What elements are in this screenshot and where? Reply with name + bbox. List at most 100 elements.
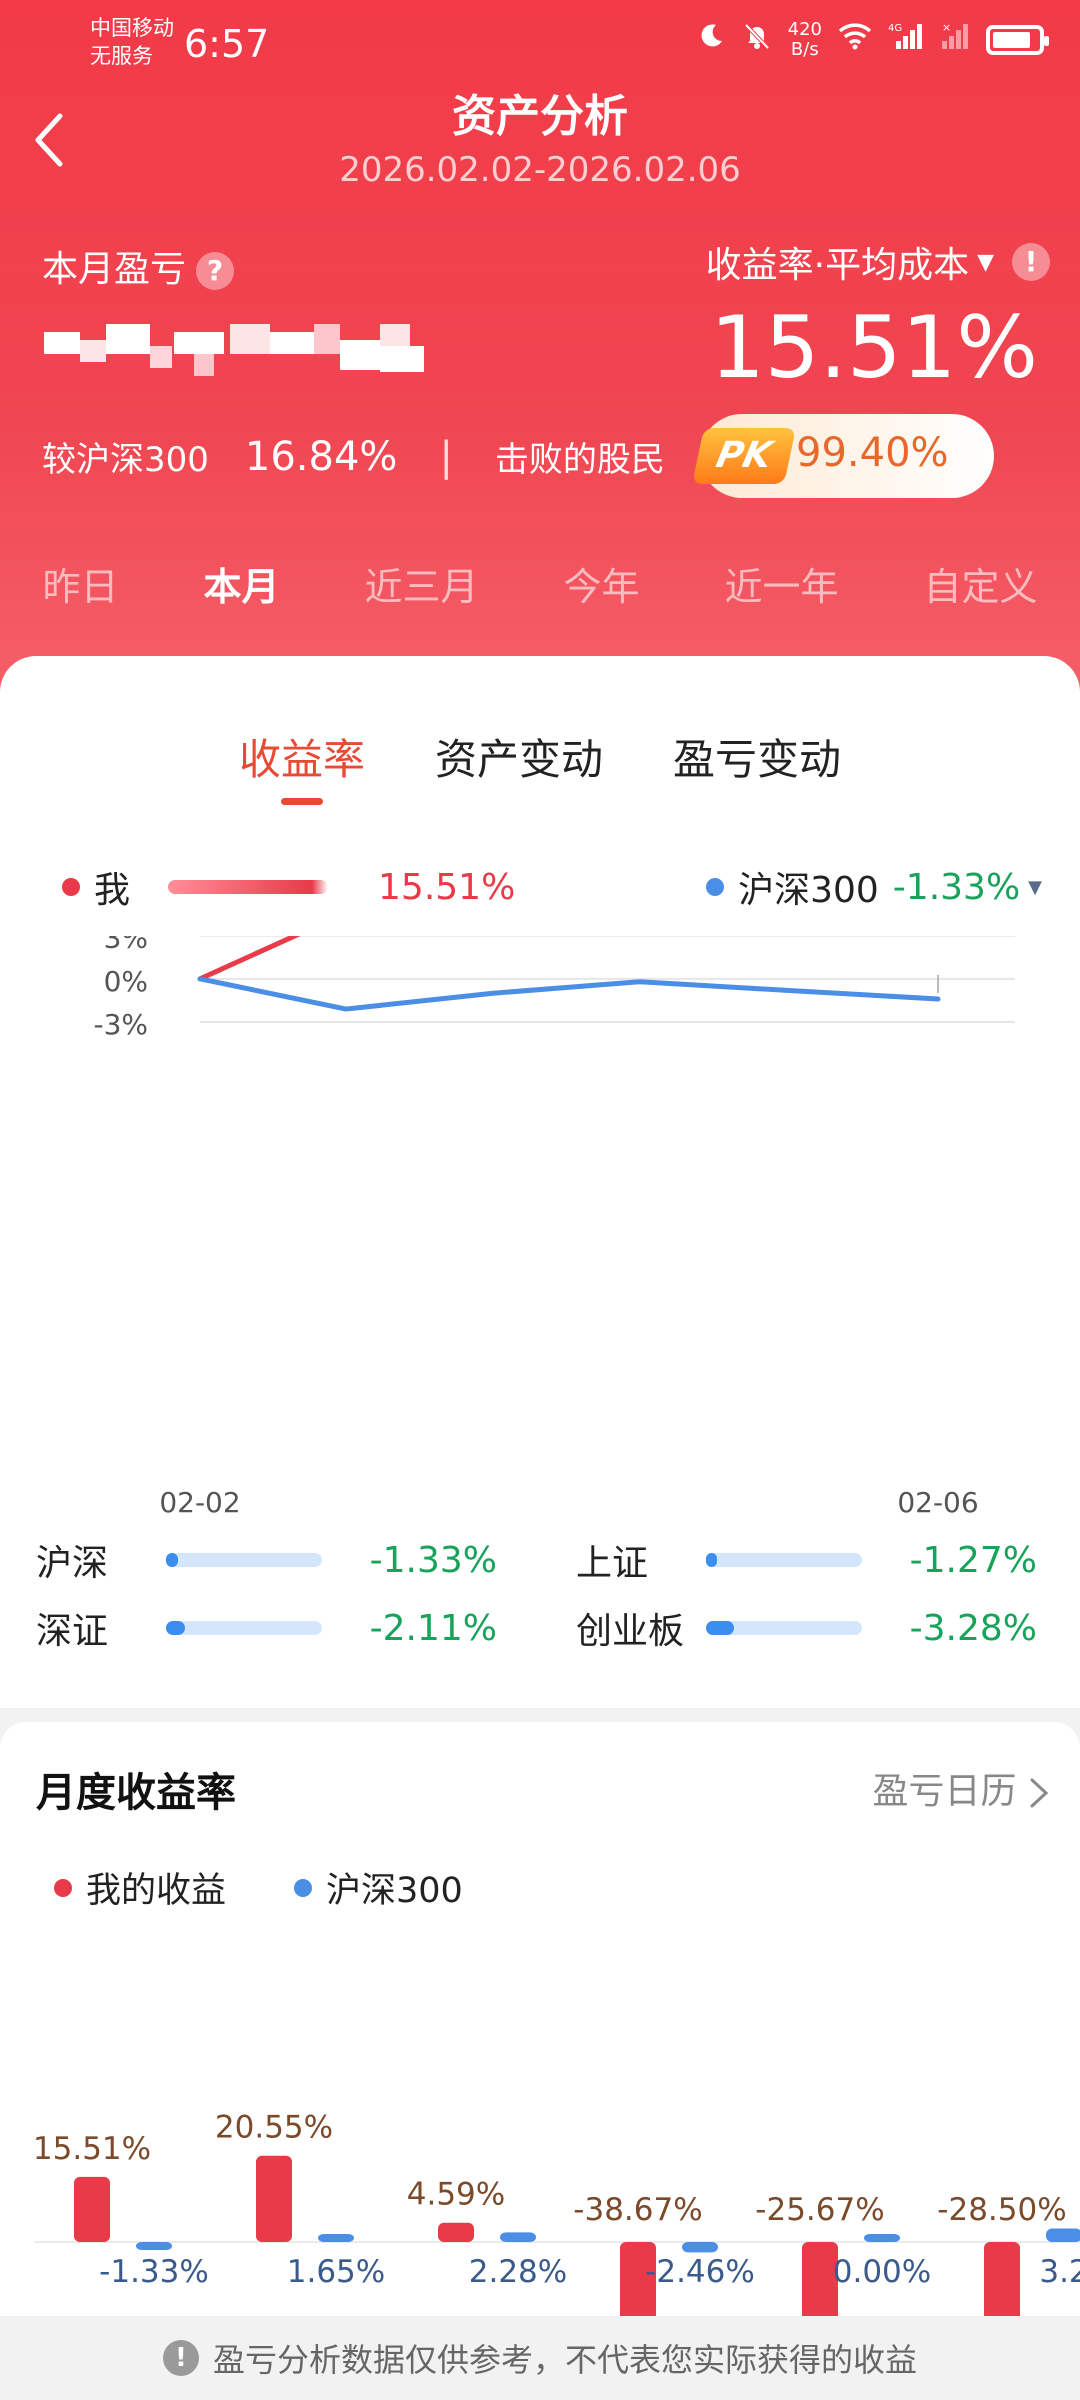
- pk-rank-pill[interactable]: PK 99.40%: [692, 414, 994, 498]
- moon-icon: [696, 21, 726, 59]
- pk-badge-icon: PK: [692, 428, 796, 484]
- tab-asset-change[interactable]: 资产变动: [434, 735, 603, 784]
- index-value: -1.27%: [909, 1539, 1037, 1581]
- index-comparison: 沪深 -1.33% 上证 -1.27% 深证 -2.11% 创业板 -3.28%: [36, 1534, 1046, 1684]
- x-tick-label: 02-02: [159, 1486, 240, 1519]
- caret-down-icon: ▼: [977, 249, 994, 275]
- net-speed-unit: B/s: [790, 39, 819, 60]
- pl-calendar-label: 盈亏日历: [872, 1771, 1017, 1812]
- alert-icon[interactable]: !: [1012, 243, 1050, 281]
- bar-benchmark: [1046, 2228, 1080, 2242]
- wifi-icon: [838, 22, 872, 58]
- x-tick-label: 02-06: [897, 1486, 978, 1519]
- help-icon[interactable]: ?: [196, 252, 235, 290]
- legend-dot-me: [62, 878, 80, 896]
- index-item: 深证 -2.11%: [36, 1602, 497, 1654]
- legend-benchmark-value: -1.33%: [892, 866, 1021, 908]
- index-value: -1.33%: [369, 1539, 497, 1581]
- index-bar-fill: [706, 1621, 735, 1635]
- tab-yesterday[interactable]: 昨日: [42, 565, 119, 609]
- monthly-title: 月度收益率: [36, 1770, 236, 1816]
- disclaimer-bar: ! 盈亏分析数据仅供参考，不代表您实际获得的收益: [0, 2316, 1080, 2400]
- monthly-return-card: 15.51% -1.33% 20.55% 1.65% 4.59% 2.28% -38.67%…: [0, 1722, 1080, 2322]
- compare-label: 较沪深300: [42, 440, 209, 480]
- month-pl-label: 本月盈亏: [42, 249, 187, 290]
- status-time: 6:57: [184, 22, 270, 66]
- index-name: 上证: [576, 1543, 649, 1584]
- tab-one-year[interactable]: 近一年: [724, 565, 839, 609]
- tab-custom[interactable]: 自定义: [923, 565, 1038, 609]
- y-tick-label: -3%: [93, 1008, 148, 1041]
- legend-dot-my-return: [54, 1878, 72, 1897]
- status-bar: 中国移动 无服务 6:57 420 B/s 4G ×: [0, 8, 1080, 78]
- beat-label: 击败的股民: [494, 440, 665, 480]
- legend-benchmark-label: 沪深300: [738, 870, 879, 911]
- legend-dot-benchmark: [706, 878, 725, 896]
- bar-benchmark: [318, 2234, 354, 2242]
- legend-me: 我 15.51%: [62, 861, 515, 913]
- bar-label-my-return: 20.55%: [215, 2110, 333, 2146]
- rate-cost-label: 收益率·平均成本: [705, 245, 970, 286]
- return-chart-card: 收益率 资产变动 盈亏变动 我 15.51% 沪深300 -1.33% ▼ 18…: [0, 656, 1080, 1708]
- index-name: 沪深: [36, 1543, 109, 1584]
- triangle-down-icon: ▼: [1028, 876, 1042, 898]
- monthly-legend: 我的收益 沪深300: [54, 1862, 463, 1913]
- monthly-bar-chart[interactable]: 15.51% -1.33% 20.55% 1.65% 4.59% 2.28%-38.67%…: [0, 1722, 1080, 2322]
- net-speed: 420 B/s: [788, 20, 822, 60]
- legend-benchmark[interactable]: 沪深300 -1.33% ▼: [706, 861, 1042, 913]
- legend-my-return: 我的收益: [86, 1871, 227, 1911]
- bar-benchmark: [682, 2242, 718, 2253]
- bar-label-my-return: -28.50%: [937, 2192, 1066, 2228]
- index-value: -3.28%: [909, 1607, 1037, 1649]
- index-bar-fill: [166, 1621, 185, 1635]
- pl-calendar-link[interactable]: 盈亏日历: [873, 1762, 1050, 1814]
- carrier-name: 中国移动: [90, 16, 174, 40]
- back-button[interactable]: [30, 110, 70, 170]
- status-icons: 420 B/s 4G ×: [696, 20, 1049, 60]
- tab-this-year[interactable]: 今年: [563, 565, 640, 609]
- index-item: 沪深 -1.33%: [36, 1534, 497, 1586]
- bar-my-return: [802, 2242, 838, 2322]
- bar-my-return: [984, 2242, 1020, 2322]
- bar-my-return: [256, 2155, 292, 2242]
- bar-benchmark: [500, 2232, 536, 2242]
- bar-label-benchmark: 1.65%: [287, 2254, 385, 2290]
- y-tick-label: 0%: [104, 965, 148, 998]
- month-pl-label-group: 本月盈亏?: [42, 240, 235, 292]
- net-speed-value: 420: [787, 19, 822, 40]
- bar-benchmark: [864, 2234, 900, 2242]
- bar-benchmark: [136, 2242, 172, 2250]
- legend-me-label: 我: [94, 870, 131, 911]
- bar-my-return: [74, 2176, 110, 2242]
- chevron-left-icon: [35, 113, 63, 167]
- tab-this-month[interactable]: 本月: [203, 565, 280, 609]
- bar-label-benchmark: 0.00%: [833, 2254, 931, 2290]
- tab-pl-change[interactable]: 盈亏变动: [673, 735, 842, 784]
- bar-label-benchmark: -1.33%: [99, 2254, 209, 2290]
- disclaimer-text: 盈亏分析数据仅供参考，不代表您实际获得的收益: [212, 2341, 917, 2379]
- svg-text:×: ×: [942, 21, 951, 34]
- svg-text:4G: 4G: [888, 23, 902, 34]
- bar-label-benchmark: 3.2: [1039, 2254, 1080, 2290]
- carrier-info: 中国移动 无服务: [90, 14, 174, 70]
- index-item: 上证 -1.27%: [576, 1534, 1037, 1586]
- rate-cost-selector[interactable]: 收益率·平均成本 ▼ !: [706, 236, 1050, 288]
- bar-my-return: [620, 2242, 656, 2322]
- bar-label-my-return: -38.67%: [573, 2192, 702, 2228]
- legend-me-bar: [168, 880, 329, 894]
- date-range: 2026.02.02-2026.02.06: [339, 150, 741, 190]
- legend-me-value: 15.51%: [378, 866, 516, 908]
- beat-value: 99.40%: [796, 430, 949, 476]
- bell-off-icon: [742, 21, 772, 59]
- index-value: -2.11%: [369, 1607, 497, 1649]
- index-bar-track: [706, 1553, 862, 1567]
- tab-three-months[interactable]: 近三月: [364, 565, 479, 609]
- index-name: 创业板: [576, 1611, 685, 1652]
- bar-label-my-return: -25.67%: [755, 2192, 884, 2228]
- compare-row: 较沪深300 16.84% | 击败的股民: [42, 432, 665, 481]
- bar-my-return: [438, 2222, 474, 2242]
- period-tabs: 昨日 本月 近三月 今年 近一年 自定义: [0, 556, 1080, 611]
- tab-return-rate[interactable]: 收益率: [239, 726, 365, 805]
- index-name: 深证: [36, 1611, 109, 1652]
